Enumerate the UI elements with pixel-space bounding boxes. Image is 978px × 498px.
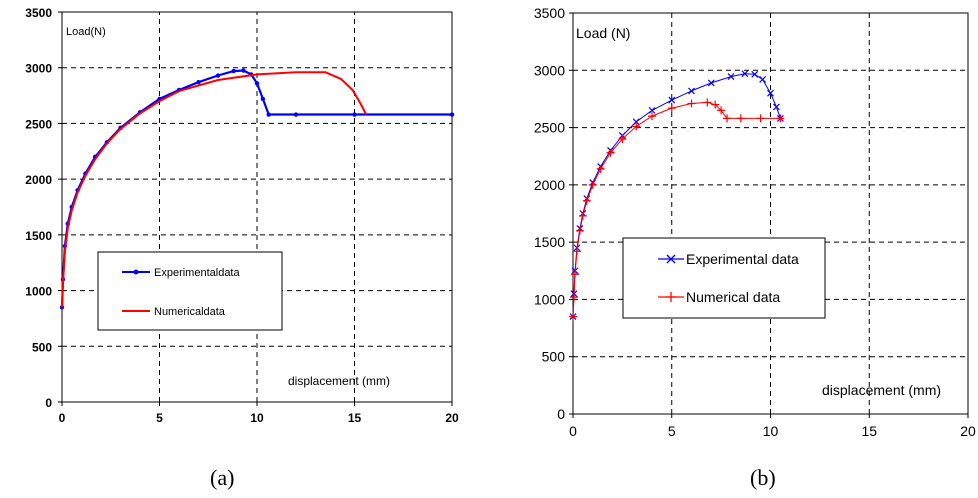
- y-tick-label-b: 1000: [534, 291, 565, 307]
- caption-b: (b): [750, 465, 776, 490]
- data-point-b-0: [751, 70, 759, 78]
- y-tick-label-b: 500: [542, 349, 566, 365]
- data-point-a-0: [231, 68, 236, 74]
- x-tick-label-b: 20: [960, 423, 976, 439]
- x-axis-label-b: displacement (mm): [822, 382, 941, 398]
- y-tick-label-b: 0: [557, 406, 565, 422]
- data-point-b-0: [707, 79, 715, 87]
- y-tick-label-a: 500: [32, 340, 52, 354]
- data-point-a-0: [293, 112, 299, 117]
- series-b: [569, 70, 785, 321]
- data-point-b-0: [632, 118, 640, 126]
- y-tick-label-a: 2500: [25, 117, 52, 131]
- data-point-b-1: [776, 114, 785, 123]
- y-tick-label-b: 3000: [534, 62, 565, 78]
- data-point-b-1: [703, 98, 712, 107]
- legend-label-experimental-b: Experimental data: [686, 251, 799, 267]
- x-tick-label-a: 10: [250, 411, 264, 425]
- data-point-b-1: [618, 135, 627, 144]
- y-tick-label-b: 3500: [534, 5, 565, 21]
- y-tick-label-a: 3000: [25, 62, 52, 76]
- data-point-b-0: [727, 73, 735, 81]
- data-point-b-1: [711, 100, 720, 109]
- x-tick-label-b: 5: [668, 423, 676, 439]
- data-point-b-0: [668, 96, 676, 104]
- data-point-a-0: [449, 112, 455, 117]
- legend-marker-experimental-a: [133, 269, 139, 275]
- panel-b: 0 5 10 15 20 0 500 1000 1500 2000 2500 3000 3500 Loa…: [534, 5, 976, 439]
- data-point-b-1: [756, 114, 765, 123]
- data-point-b-1: [569, 312, 577, 321]
- data-point-b-1: [569, 293, 578, 302]
- y-tick-label-b: 2000: [534, 177, 565, 193]
- data-point-b-1: [575, 226, 584, 235]
- legend-label-experimental-a: Experimentaldata: [154, 267, 240, 279]
- ticks-a: 0 5 10 15 20 0 500 1000 1500 2000 2500 3000 3500: [25, 6, 459, 425]
- y-tick-label-b: 2500: [534, 120, 565, 136]
- data-point-b-1: [723, 114, 732, 123]
- x-tick-label-a: 20: [445, 411, 459, 425]
- data-point-a-0: [260, 96, 266, 102]
- data-point-b-1: [582, 196, 591, 205]
- x-tick-label-a: 5: [156, 411, 163, 425]
- legend-marker-numerical-b: [666, 292, 676, 302]
- x-tick-label-a: 15: [348, 411, 362, 425]
- caption-a: (a): [210, 465, 234, 490]
- legend-b: Experimental data Numerical data: [622, 237, 826, 319]
- ticks-b: 0 5 10 15 20 0 500 1000 1500 2000 2500 3000 3500: [534, 5, 976, 439]
- legend-box-a: [97, 251, 283, 331]
- data-point-b-1: [572, 247, 581, 256]
- data-point-b-1: [588, 180, 597, 189]
- data-point-b-1: [578, 211, 587, 220]
- data-point-b-1: [596, 164, 605, 173]
- x-tick-label-a: 0: [59, 411, 66, 425]
- x-tick-label-b: 10: [763, 423, 779, 439]
- data-point-a-0: [196, 80, 201, 85]
- series-line-a-1: [61, 71, 368, 308]
- data-point-b-0: [741, 70, 749, 78]
- legend-marker-experimental-b: [666, 254, 676, 264]
- series-line-b-1: [572, 101, 781, 317]
- y-tick-label-a: 1500: [25, 229, 52, 243]
- y-tick-label-a: 3500: [25, 6, 52, 20]
- y-axis-label-b: Load (N): [576, 25, 630, 41]
- legend-label-numerical-b: Numerical data: [686, 289, 780, 305]
- y-axis-label-a: Load(N): [66, 26, 106, 38]
- data-point-b-1: [717, 106, 726, 115]
- data-point-b-0: [767, 89, 774, 97]
- grid-a: [62, 12, 452, 402]
- x-tick-label-b: 0: [569, 423, 577, 439]
- data-point-b-0: [773, 103, 780, 111]
- y-tick-label-a: 1000: [25, 285, 52, 299]
- legend-box-b: [622, 237, 826, 319]
- data-point-b-0: [759, 76, 767, 83]
- data-point-b-1: [667, 104, 676, 113]
- data-point-b-1: [648, 112, 656, 121]
- data-point-b-0: [688, 87, 695, 95]
- data-point-a-0: [254, 81, 260, 86]
- data-point-a-0: [352, 112, 357, 117]
- y-tick-label-b: 1500: [534, 234, 565, 250]
- data-point-b-1: [736, 114, 745, 123]
- y-tick-label-a: 2000: [25, 173, 52, 187]
- y-tick-label-a: 0: [45, 396, 52, 410]
- data-point-b-1: [570, 270, 579, 279]
- legend-a: Experimentaldata Numericaldata: [97, 251, 283, 331]
- data-point-a-0: [241, 68, 246, 73]
- legend-label-numerical-a: Numericaldata: [154, 306, 226, 318]
- data-point-a-0: [215, 73, 221, 78]
- data-point-b-1: [632, 122, 641, 131]
- series-a: [59, 68, 455, 310]
- data-point-b-1: [687, 99, 696, 108]
- data-point-b-1: [606, 148, 615, 157]
- x-tick-label-b: 15: [861, 423, 877, 439]
- data-point-a-0: [266, 112, 271, 117]
- data-point-b-0: [648, 106, 656, 114]
- panel-a: 0 5 10 15 20 0 500 1000 1500 2000 2500 3000 3500 Loa…: [25, 6, 459, 425]
- x-axis-label-a: displacement (mm): [288, 374, 390, 388]
